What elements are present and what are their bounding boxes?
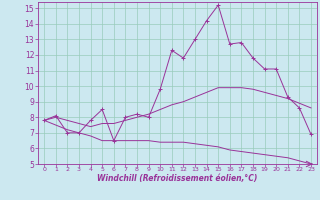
X-axis label: Windchill (Refroidissement éolien,°C): Windchill (Refroidissement éolien,°C) [97,174,258,183]
